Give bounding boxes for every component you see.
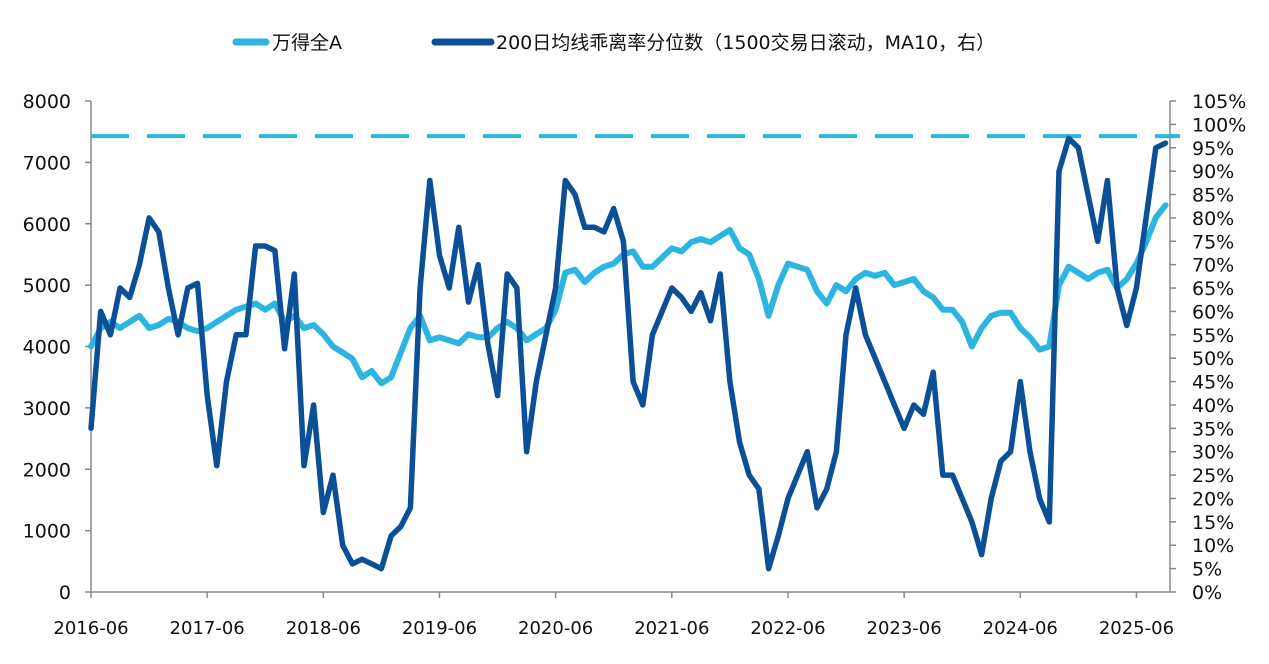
left-tick-label: 4000 bbox=[23, 337, 71, 359]
right-tick-label: 30% bbox=[1192, 442, 1234, 464]
left-tick-label: 1000 bbox=[23, 521, 71, 543]
right-tick-label: 15% bbox=[1192, 512, 1234, 534]
x-tick-label: 2018-06 bbox=[286, 618, 361, 639]
legend-label-percentile: 200日均线乖离率分位数（1500交易日滚动，MA10，右） bbox=[496, 32, 995, 54]
right-tick-label: 35% bbox=[1192, 418, 1234, 440]
x-tick-label: 2024-06 bbox=[983, 618, 1058, 639]
right-tick-label: 0% bbox=[1192, 582, 1222, 604]
right-tick-label: 70% bbox=[1192, 255, 1234, 277]
right-tick-label: 25% bbox=[1192, 465, 1234, 487]
right-tick-label: 100% bbox=[1192, 114, 1246, 136]
right-tick-label: 75% bbox=[1192, 231, 1234, 253]
left-tick-label: 7000 bbox=[23, 152, 71, 174]
right-tick-label: 105% bbox=[1192, 91, 1246, 113]
right-tick-label: 60% bbox=[1192, 301, 1234, 323]
left-tick-label: 6000 bbox=[23, 214, 71, 236]
series-line-wind-a bbox=[88, 202, 1169, 387]
right-tick-label: 95% bbox=[1192, 138, 1234, 160]
right-tick-label: 40% bbox=[1192, 395, 1234, 417]
x-tick-label: 2017-06 bbox=[170, 618, 245, 639]
x-tick-label: 2023-06 bbox=[867, 618, 942, 639]
left-tick-label: 2000 bbox=[23, 459, 71, 481]
x-tick-label: 2022-06 bbox=[750, 618, 825, 639]
right-tick-label: 5% bbox=[1192, 559, 1222, 581]
right-tick-label: 55% bbox=[1192, 325, 1234, 347]
x-tick-label: 2016-06 bbox=[53, 618, 128, 639]
left-tick-label: 3000 bbox=[23, 398, 71, 420]
right-tick-label: 20% bbox=[1192, 488, 1234, 510]
right-tick-label: 50% bbox=[1192, 348, 1234, 370]
x-tick-label: 2019-06 bbox=[402, 618, 477, 639]
left-tick-label: 5000 bbox=[23, 275, 71, 297]
x-tick-label: 2020-06 bbox=[518, 618, 593, 639]
right-tick-label: 85% bbox=[1192, 185, 1234, 207]
left-tick-label: 0 bbox=[59, 582, 71, 604]
left-tick-label: 8000 bbox=[23, 91, 71, 113]
legend: 万得全A 200日均线乖离率分位数（1500交易日滚动，MA10，右） bbox=[232, 32, 995, 54]
right-tick-label: 90% bbox=[1192, 161, 1234, 183]
x-tick-label: 2025-06 bbox=[1099, 618, 1174, 639]
x-tick-label: 2021-06 bbox=[634, 618, 709, 639]
legend-label-wind-a: 万得全A bbox=[272, 32, 342, 54]
right-tick-label: 65% bbox=[1192, 278, 1234, 300]
right-tick-label: 10% bbox=[1192, 535, 1234, 557]
series-line-percentile bbox=[88, 135, 1169, 572]
right-tick-label: 80% bbox=[1192, 208, 1234, 230]
right-tick-label: 45% bbox=[1192, 372, 1234, 394]
